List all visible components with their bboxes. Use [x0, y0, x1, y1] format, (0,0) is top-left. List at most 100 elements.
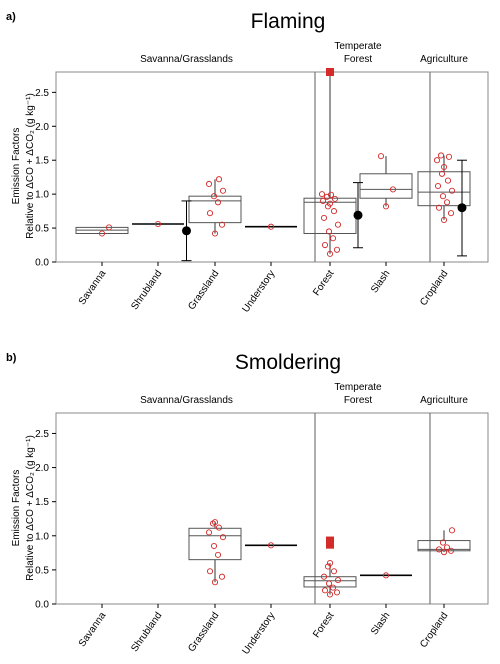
plot-frame	[55, 412, 489, 605]
data-point-cropland	[439, 193, 447, 200]
group-label-temperate-forest: Temperate	[334, 382, 382, 393]
data-point-cropland	[445, 153, 453, 160]
data-point-forest	[320, 214, 328, 221]
data-point-forest	[331, 195, 339, 202]
data-point-grassland	[211, 519, 219, 526]
x-tick-label-forest: Forest	[311, 610, 336, 640]
data-point-cropland	[443, 199, 451, 206]
data-point-cropland	[439, 539, 447, 546]
group-label-agriculture: Agriculture	[420, 395, 468, 406]
y-tick-label: 1.0	[35, 531, 49, 542]
panel-label: a)	[6, 11, 16, 23]
group-label-temperate-forest-line2: Forest	[344, 395, 373, 406]
data-point-grassland	[210, 193, 218, 200]
x-tick-label-shrubland: Shrubland	[129, 610, 164, 654]
data-point-cropland	[444, 177, 452, 184]
data-point-grassland	[215, 176, 223, 183]
data-point-slash	[377, 153, 385, 160]
x-tick-label-savanna: Savanna	[77, 610, 109, 649]
chart-title: Smoldering	[235, 351, 341, 374]
y-tick-label: 2.5	[35, 429, 49, 440]
group-label-savanna-grasslands: Savanna/Grasslands	[140, 54, 233, 65]
data-point-cropland	[443, 544, 451, 551]
plot-area: 0.0 0.5 1.0 1.5 2.0 2.5 Savanna Shrubland Grassl…	[35, 41, 489, 315]
data-point-cropland	[447, 547, 455, 554]
data-point-cropland	[435, 546, 443, 553]
y-tick-label: 2.0	[35, 122, 49, 133]
data-point-grassland	[219, 187, 227, 194]
y-tick-label: 0.5	[35, 565, 49, 576]
data-point-cropland	[437, 152, 445, 159]
x-tick-label-forest: Forest	[311, 268, 336, 298]
x-tick-label-grassland: Grassland	[186, 610, 221, 654]
data-point-forest	[326, 200, 334, 207]
y-axis-label: Emission Factors Relative to ΔCO + ΔCO₂ …	[11, 435, 36, 581]
data-point-grassland	[214, 199, 222, 206]
data-point-cropland	[448, 187, 456, 194]
data-point-forest	[330, 568, 338, 575]
data-point-forest	[329, 584, 337, 591]
data-point-understory	[267, 542, 275, 549]
data-point-grassland	[205, 529, 213, 536]
box-grassland	[188, 527, 242, 561]
data-point-grassland	[211, 230, 219, 237]
data-point-grassland	[219, 534, 227, 541]
x-tick-label-cropland: Cropland	[418, 610, 450, 650]
panel-label: b)	[6, 352, 17, 364]
chart-title: Flaming	[251, 10, 326, 33]
y-tick-label: 1.0	[35, 190, 49, 201]
data-point-forest	[326, 591, 334, 598]
data-point-forest	[325, 580, 333, 587]
data-point-grassland	[210, 542, 218, 550]
data-point-grassland	[205, 180, 213, 188]
y-tick-label: 2.5	[35, 88, 49, 99]
data-point-grassland	[215, 524, 223, 531]
data-point-forest	[325, 228, 333, 235]
data-point-grassland	[206, 210, 214, 217]
x-tick-label-cropland: Cropland	[418, 268, 450, 308]
x-tick-label-grassland: Grassland	[186, 268, 221, 312]
data-point-forest	[324, 563, 332, 570]
data-point-cropland	[440, 549, 448, 556]
mean-marker-2	[457, 203, 467, 213]
data-point-cropland	[434, 182, 442, 190]
data-point-forest	[319, 197, 327, 204]
data-point-cropland	[435, 204, 443, 211]
y-axis-label-line2: Relative to ΔCO + ΔCO₂ (g kg⁻¹)	[25, 93, 36, 239]
box-slash	[359, 173, 413, 199]
data-point-understory	[267, 223, 275, 230]
data-point-cropland	[440, 216, 448, 223]
data-point-slash	[389, 186, 397, 193]
x-tick-label-savanna: Savanna	[77, 268, 109, 307]
data-point-slash	[382, 203, 390, 210]
data-point-forest	[326, 560, 334, 567]
y-tick-label: 0.0	[35, 258, 49, 269]
data-point-cropland	[440, 163, 448, 171]
data-point-forest	[320, 573, 328, 580]
mean-marker-0	[182, 226, 191, 236]
data-point-cropland	[448, 527, 456, 534]
data-point-savanna	[98, 230, 106, 237]
outlier-forest	[326, 68, 334, 76]
group-label-temperate-forest-line2: Forest	[344, 54, 373, 65]
group-label-agriculture: Agriculture	[420, 54, 468, 65]
y-tick-label: 1.5	[35, 497, 49, 508]
x-tick-label-slash: Slash	[369, 610, 392, 637]
group-label-temperate-forest: Temperate	[334, 41, 382, 52]
data-point-cropland	[438, 170, 446, 177]
y-axis-label: Emission Factors Relative to ΔCO + ΔCO₂ …	[11, 93, 36, 239]
outlier-forest	[326, 540, 334, 549]
x-tick-label-slash: Slash	[369, 268, 392, 295]
y-tick-label: 1.5	[35, 156, 49, 167]
data-point-cropland	[447, 210, 455, 217]
group-label-savanna-grasslands: Savanna/Grasslands	[140, 395, 233, 406]
mean-marker-1	[353, 210, 363, 220]
x-tick-label-understory: Understory	[240, 610, 277, 656]
data-point-slash	[382, 572, 390, 579]
data-point-forest	[321, 241, 329, 249]
y-axis-label-line1: Emission Factors	[11, 128, 22, 205]
data-point-forest	[333, 246, 341, 253]
data-point-grassland	[206, 568, 214, 575]
box-forest	[303, 576, 357, 588]
